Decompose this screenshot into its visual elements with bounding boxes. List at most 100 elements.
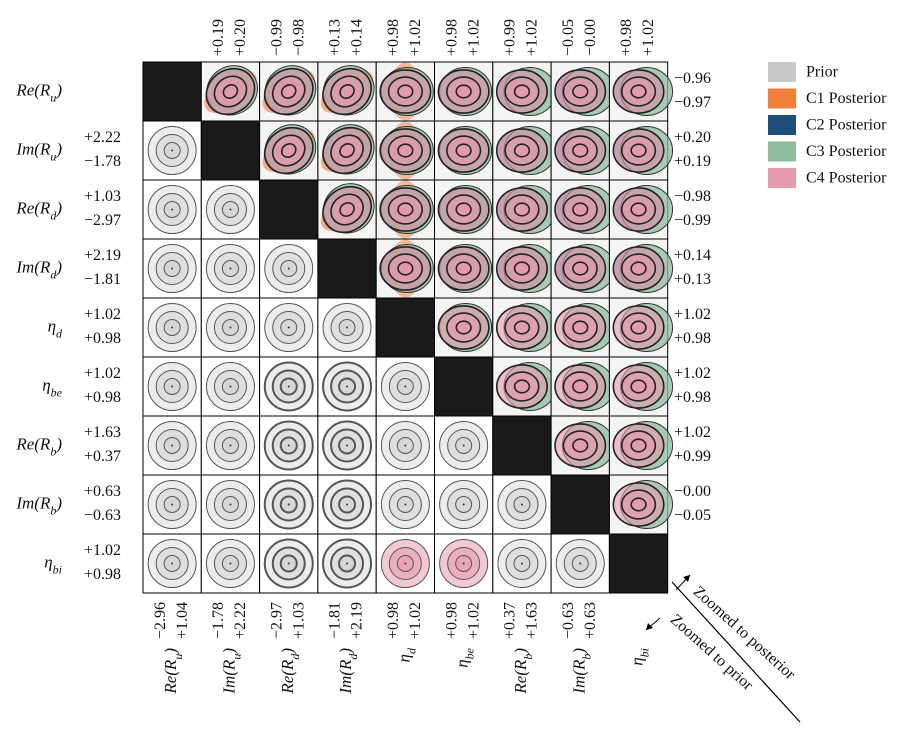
c4-posterior — [630, 320, 647, 335]
top-tick-label: +0.14 — [349, 19, 366, 56]
left-tick-label: +0.98 — [84, 566, 121, 583]
label-close: ) — [219, 648, 238, 655]
left-tick-label: −1.81 — [84, 271, 121, 288]
param-label: Re(Rd) — [278, 648, 302, 695]
posterior-group — [495, 126, 557, 175]
posterior-group — [437, 185, 493, 234]
prior-center — [171, 326, 174, 329]
c4-posterior — [397, 84, 414, 99]
legend-label: C4 Posterior — [806, 170, 887, 187]
posterior-group — [320, 183, 375, 234]
c4-posterior — [572, 143, 589, 158]
prior-center — [171, 503, 174, 506]
c4-posterior — [513, 261, 531, 276]
top-tick-label: +0.98 — [443, 19, 460, 56]
posterior-group — [495, 303, 557, 352]
left-tick-label: +0.98 — [84, 389, 121, 406]
posterior-group — [379, 121, 434, 180]
posterior-group — [437, 244, 493, 293]
label-main: Re(R — [278, 659, 297, 695]
prior-center — [287, 326, 290, 329]
c4-posterior — [572, 320, 589, 335]
label-close: ) — [55, 139, 62, 158]
prior-center — [287, 503, 290, 506]
legend-swatch — [768, 168, 796, 188]
param-label: Re(Rb) — [511, 648, 535, 695]
right-tick-label: −0.98 — [674, 188, 711, 205]
prior-center — [229, 267, 232, 270]
param-label: Im(Ru) — [15, 139, 62, 163]
legend-swatch — [768, 115, 796, 135]
label-sub: b — [50, 444, 56, 458]
c4-posterior — [339, 84, 355, 99]
c4-posterior — [339, 202, 355, 217]
legend-swatch — [768, 62, 796, 82]
diagonal-cell — [142, 61, 202, 122]
prior-center — [287, 267, 290, 270]
posterior-group — [612, 185, 674, 234]
bottom-tick-label: +1.63 — [524, 602, 541, 639]
label-main: Im(R — [219, 659, 238, 695]
c4-posterior — [572, 202, 589, 217]
posterior-group — [612, 244, 674, 293]
c4-posterior — [572, 379, 589, 394]
prior-center — [404, 562, 407, 565]
diagonal-cell — [200, 120, 261, 181]
label-sub: bi — [637, 648, 651, 657]
divider — [671, 581, 801, 723]
label-sub: u — [50, 90, 56, 104]
label-sub: b — [521, 654, 535, 660]
diagonal-cell — [375, 297, 436, 358]
top-tick-label: +1.02 — [640, 19, 657, 56]
c4-posterior — [630, 84, 647, 99]
prior-center — [462, 562, 465, 565]
prior-center — [404, 385, 407, 388]
label-close: ) — [55, 257, 62, 276]
label-sub: b — [579, 654, 593, 660]
param-label: ηbi — [44, 552, 62, 576]
posterior-group — [554, 126, 615, 175]
c4-posterior — [455, 320, 472, 335]
c4-posterior — [572, 84, 589, 99]
c4-posterior — [630, 497, 647, 512]
arrow-head — [683, 575, 690, 582]
param-label: Re(Rb) — [15, 434, 62, 458]
bottom-tick-label: +0.98 — [443, 602, 460, 639]
param-label: Im(Rd) — [336, 648, 360, 695]
legend-label: C2 Posterior — [806, 117, 887, 134]
right-tick-label: +0.19 — [674, 153, 711, 170]
bottom-tick-label: −2.97 — [268, 602, 285, 639]
diagonal-cell — [259, 179, 319, 240]
c4-posterior — [513, 84, 531, 99]
top-tick-label: +0.99 — [502, 19, 519, 56]
right-tick-label: +1.02 — [674, 306, 711, 323]
param-label: Im(Rb) — [15, 493, 62, 517]
posterior-group — [554, 421, 615, 470]
top-tick-label: +0.20 — [232, 19, 249, 56]
posterior-group — [320, 65, 375, 116]
label-sub: d — [56, 326, 63, 340]
label-main: η — [394, 654, 413, 662]
bottom-tick-label: −2.96 — [152, 602, 169, 639]
label-sub: u — [50, 149, 56, 163]
prior-center — [462, 444, 465, 447]
posterior-group — [554, 67, 615, 116]
prior-center — [229, 562, 232, 565]
posterior-group — [495, 362, 557, 411]
param-label: Re(Rd) — [15, 198, 62, 222]
label-sub: b — [50, 503, 56, 517]
bottom-tick-label: +1.04 — [174, 602, 191, 639]
c4-posterior — [630, 202, 647, 217]
posterior-group — [554, 244, 615, 293]
prior-center — [287, 385, 290, 388]
label-main: Re(R — [15, 80, 51, 99]
label-sub: d — [346, 653, 360, 660]
top-tick-label: −0.05 — [560, 19, 577, 56]
left-tick-label: +0.37 — [84, 448, 121, 465]
legend-swatch — [768, 88, 796, 109]
label-close: ) — [55, 493, 62, 512]
top-tick-label: +1.02 — [465, 19, 482, 56]
c4-posterior — [572, 438, 589, 453]
left-tick-label: −2.97 — [84, 212, 121, 229]
posterior-group — [495, 244, 557, 293]
